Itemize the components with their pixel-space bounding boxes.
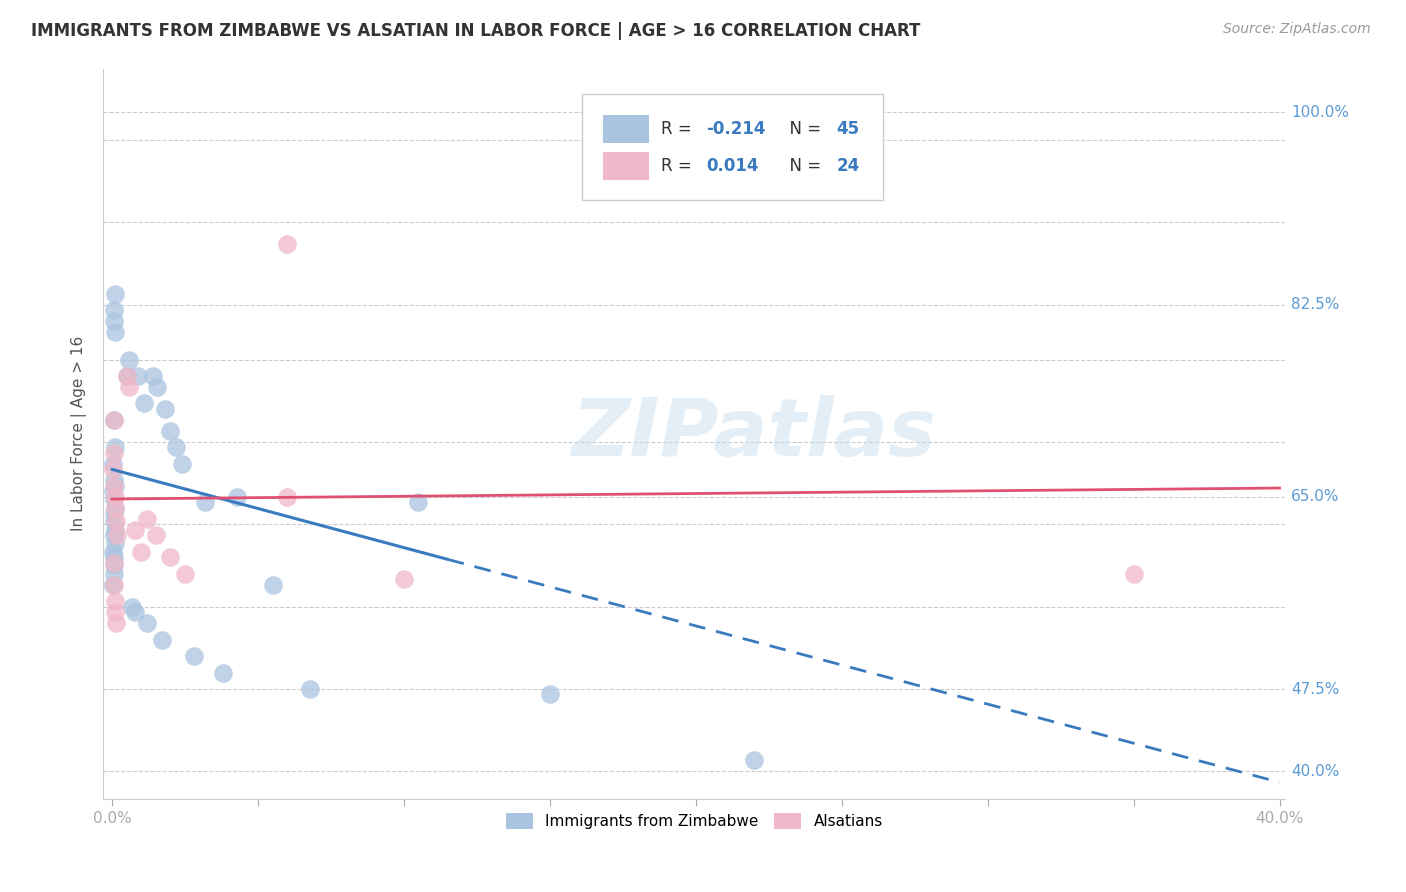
Point: [105, 528, 128, 542]
Point: [103, 566, 125, 581]
Point: [276, 490, 298, 504]
Point: [103, 474, 125, 488]
Point: [103, 491, 125, 506]
Point: [103, 457, 125, 471]
Point: [103, 462, 125, 476]
Point: [104, 500, 127, 515]
Point: [103, 556, 125, 570]
Point: [159, 424, 181, 438]
Point: [226, 490, 249, 504]
Text: -0.214: -0.214: [706, 120, 766, 138]
FancyBboxPatch shape: [603, 115, 650, 143]
Text: 45: 45: [837, 120, 859, 138]
Point: [142, 369, 165, 384]
Text: N =: N =: [779, 120, 827, 138]
Point: [103, 446, 125, 460]
Point: [194, 495, 217, 509]
Point: [538, 688, 561, 702]
Point: [103, 514, 125, 528]
Point: [150, 632, 173, 647]
Text: 100.0%: 100.0%: [1291, 105, 1350, 120]
Point: [105, 616, 128, 631]
Point: [104, 500, 127, 515]
Point: [183, 648, 205, 663]
Point: [170, 457, 193, 471]
Point: [103, 479, 125, 493]
Text: 82.5%: 82.5%: [1291, 297, 1340, 312]
Text: R =: R =: [661, 157, 703, 175]
Point: [105, 514, 128, 528]
Point: [212, 665, 235, 680]
Point: [103, 314, 125, 328]
Point: [103, 506, 125, 520]
Point: [124, 523, 146, 537]
Point: [276, 237, 298, 252]
Point: [104, 594, 127, 608]
Point: [127, 369, 149, 384]
Point: [103, 577, 125, 591]
Point: [104, 479, 127, 493]
Point: [118, 380, 141, 394]
Point: [165, 441, 187, 455]
Legend: Immigrants from Zimbabwe, Alsatians: Immigrants from Zimbabwe, Alsatians: [499, 806, 889, 835]
Point: [392, 572, 415, 586]
Point: [104, 325, 127, 339]
Point: [103, 528, 125, 542]
Point: [121, 599, 143, 614]
FancyBboxPatch shape: [603, 152, 650, 179]
Point: [132, 396, 155, 410]
Y-axis label: In Labor Force | Age > 16: In Labor Force | Age > 16: [72, 336, 87, 532]
Point: [104, 605, 127, 619]
Point: [103, 550, 125, 565]
Text: R =: R =: [661, 120, 697, 138]
Point: [262, 577, 284, 591]
Point: [115, 369, 138, 384]
Point: [103, 413, 125, 427]
Text: IMMIGRANTS FROM ZIMBABWE VS ALSATIAN IN LABOR FORCE | AGE > 16 CORRELATION CHART: IMMIGRANTS FROM ZIMBABWE VS ALSATIAN IN …: [31, 22, 921, 40]
Point: [299, 681, 322, 696]
Point: [104, 523, 127, 537]
Point: [115, 369, 138, 384]
Text: 0.014: 0.014: [706, 157, 759, 175]
Text: Source: ZipAtlas.com: Source: ZipAtlas.com: [1223, 22, 1371, 37]
Text: 47.5%: 47.5%: [1291, 681, 1340, 697]
Point: [103, 545, 125, 559]
Point: [104, 490, 127, 504]
Point: [408, 495, 430, 509]
Point: [1122, 566, 1144, 581]
Point: [104, 441, 127, 455]
Point: [153, 401, 176, 416]
Point: [118, 352, 141, 367]
Point: [103, 303, 125, 318]
Point: [146, 380, 169, 394]
Point: [103, 577, 125, 591]
Point: [103, 484, 125, 499]
Point: [174, 566, 197, 581]
Point: [742, 753, 765, 767]
Text: 40.0%: 40.0%: [1291, 764, 1340, 779]
Point: [145, 528, 167, 542]
Point: [136, 512, 159, 526]
Point: [159, 550, 181, 565]
FancyBboxPatch shape: [582, 94, 883, 200]
Point: [103, 558, 125, 572]
Text: 65.0%: 65.0%: [1291, 490, 1340, 504]
Point: [103, 413, 125, 427]
Point: [104, 536, 127, 550]
Point: [136, 616, 159, 631]
Point: [104, 286, 127, 301]
Point: [124, 605, 146, 619]
Point: [129, 545, 152, 559]
Text: ZIPatlas: ZIPatlas: [571, 394, 936, 473]
Text: N =: N =: [779, 157, 827, 175]
Text: 24: 24: [837, 157, 859, 175]
